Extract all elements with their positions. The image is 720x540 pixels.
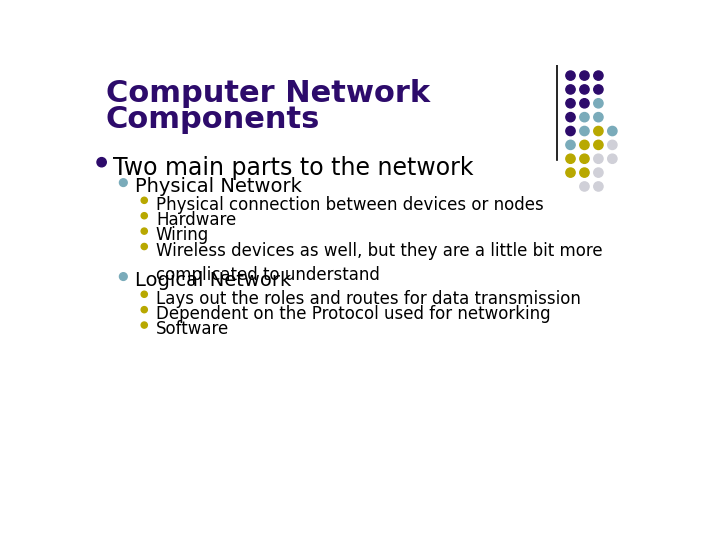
Circle shape: [566, 71, 575, 80]
Text: Logical Network: Logical Network: [135, 271, 291, 290]
Circle shape: [566, 99, 575, 108]
Circle shape: [566, 168, 575, 177]
Circle shape: [608, 154, 617, 164]
Circle shape: [566, 85, 575, 94]
Circle shape: [580, 154, 589, 164]
Circle shape: [594, 99, 603, 108]
Text: Software: Software: [156, 320, 229, 339]
Text: Two main parts to the network: Two main parts to the network: [113, 156, 474, 180]
Circle shape: [141, 291, 148, 298]
Circle shape: [141, 197, 148, 204]
Circle shape: [97, 158, 107, 167]
Circle shape: [608, 140, 617, 150]
Text: Components: Components: [106, 105, 320, 134]
Circle shape: [580, 112, 589, 122]
Circle shape: [566, 112, 575, 122]
Text: Wireless devices as well, but they are a little bit more
complicated to understa: Wireless devices as well, but they are a…: [156, 242, 603, 284]
Circle shape: [141, 244, 148, 249]
Circle shape: [580, 85, 589, 94]
Circle shape: [580, 99, 589, 108]
Text: Dependent on the Protocol used for networking: Dependent on the Protocol used for netwo…: [156, 305, 551, 323]
Circle shape: [580, 168, 589, 177]
Circle shape: [594, 140, 603, 150]
Circle shape: [594, 126, 603, 136]
Circle shape: [594, 112, 603, 122]
Circle shape: [566, 154, 575, 164]
Circle shape: [594, 182, 603, 191]
Circle shape: [580, 182, 589, 191]
Circle shape: [594, 168, 603, 177]
Circle shape: [608, 126, 617, 136]
Text: Physical Network: Physical Network: [135, 177, 302, 196]
Circle shape: [580, 140, 589, 150]
Circle shape: [594, 154, 603, 164]
Text: Hardware: Hardware: [156, 211, 236, 229]
Circle shape: [141, 307, 148, 313]
Circle shape: [594, 85, 603, 94]
Circle shape: [566, 126, 575, 136]
Circle shape: [580, 126, 589, 136]
Circle shape: [120, 179, 127, 186]
Text: Wiring: Wiring: [156, 226, 209, 245]
Circle shape: [594, 71, 603, 80]
Circle shape: [120, 273, 127, 280]
Circle shape: [566, 140, 575, 150]
Circle shape: [141, 228, 148, 234]
Text: Computer Network: Computer Network: [106, 79, 430, 107]
Text: Lays out the roles and routes for data transmission: Lays out the roles and routes for data t…: [156, 289, 581, 308]
Circle shape: [141, 322, 148, 328]
Text: Physical connection between devices or nodes: Physical connection between devices or n…: [156, 195, 544, 214]
Circle shape: [580, 71, 589, 80]
Circle shape: [141, 213, 148, 219]
